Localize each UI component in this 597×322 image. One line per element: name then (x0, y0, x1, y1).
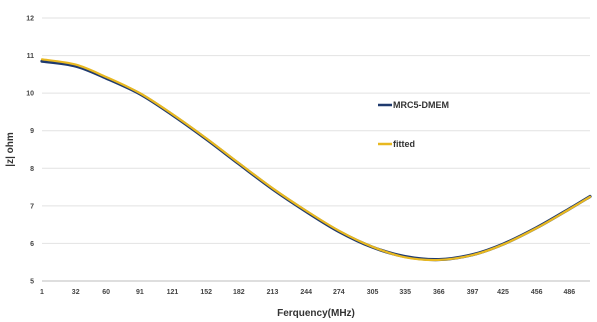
x-tick-label: 335 (399, 289, 411, 296)
plot-area (40, 58, 592, 262)
x-tick-label: 213 (267, 289, 279, 296)
legend-label: fitted (393, 139, 415, 149)
x-tick-label: 152 (200, 289, 212, 296)
y-tick-label: 9 (30, 128, 34, 135)
y-tick-label: 6 (30, 241, 34, 248)
y-axis-title: |z| ohm (5, 132, 16, 167)
y-tick-label: 7 (30, 203, 34, 210)
x-axis: 1 32 60 91 121 152 182 213 244 274 305 335 366 397 425… (40, 289, 575, 296)
x-tick-label: 1 (40, 289, 44, 296)
x-tick-label: 425 (497, 289, 509, 296)
x-tick-label: 182 (233, 289, 245, 296)
x-tick-label: 486 (563, 289, 575, 296)
x-tick-label: 121 (167, 289, 179, 296)
x-tick-label: 274 (333, 289, 345, 296)
y-tick-label: 5 (30, 279, 34, 286)
y-tick-label: 12 (26, 16, 34, 23)
x-tick-label: 32 (72, 289, 80, 296)
gridlines (42, 17, 590, 282)
x-tick-label: 305 (367, 289, 379, 296)
x-tick-label: 60 (102, 289, 110, 296)
y-axis: 5 6 7 8 9 10 11 12 (26, 16, 34, 286)
x-axis-title: Ferquency(MHz) (277, 308, 355, 319)
x-tick-label: 91 (136, 289, 144, 296)
y-tick-label: 8 (30, 166, 34, 173)
y-tick-label: 10 (26, 91, 34, 98)
legend-label: MRC5-DMEM (393, 100, 449, 110)
legend: MRC5-DMEM fitted (378, 100, 449, 149)
x-tick-label: 366 (433, 289, 445, 296)
x-tick-label: 456 (531, 289, 543, 296)
y-tick-label: 11 (27, 53, 35, 60)
x-tick-label: 397 (467, 289, 479, 296)
x-tick-label: 244 (300, 289, 312, 296)
series-line-fitted (40, 58, 592, 262)
series-line-mrc5-dmem (40, 59, 592, 262)
